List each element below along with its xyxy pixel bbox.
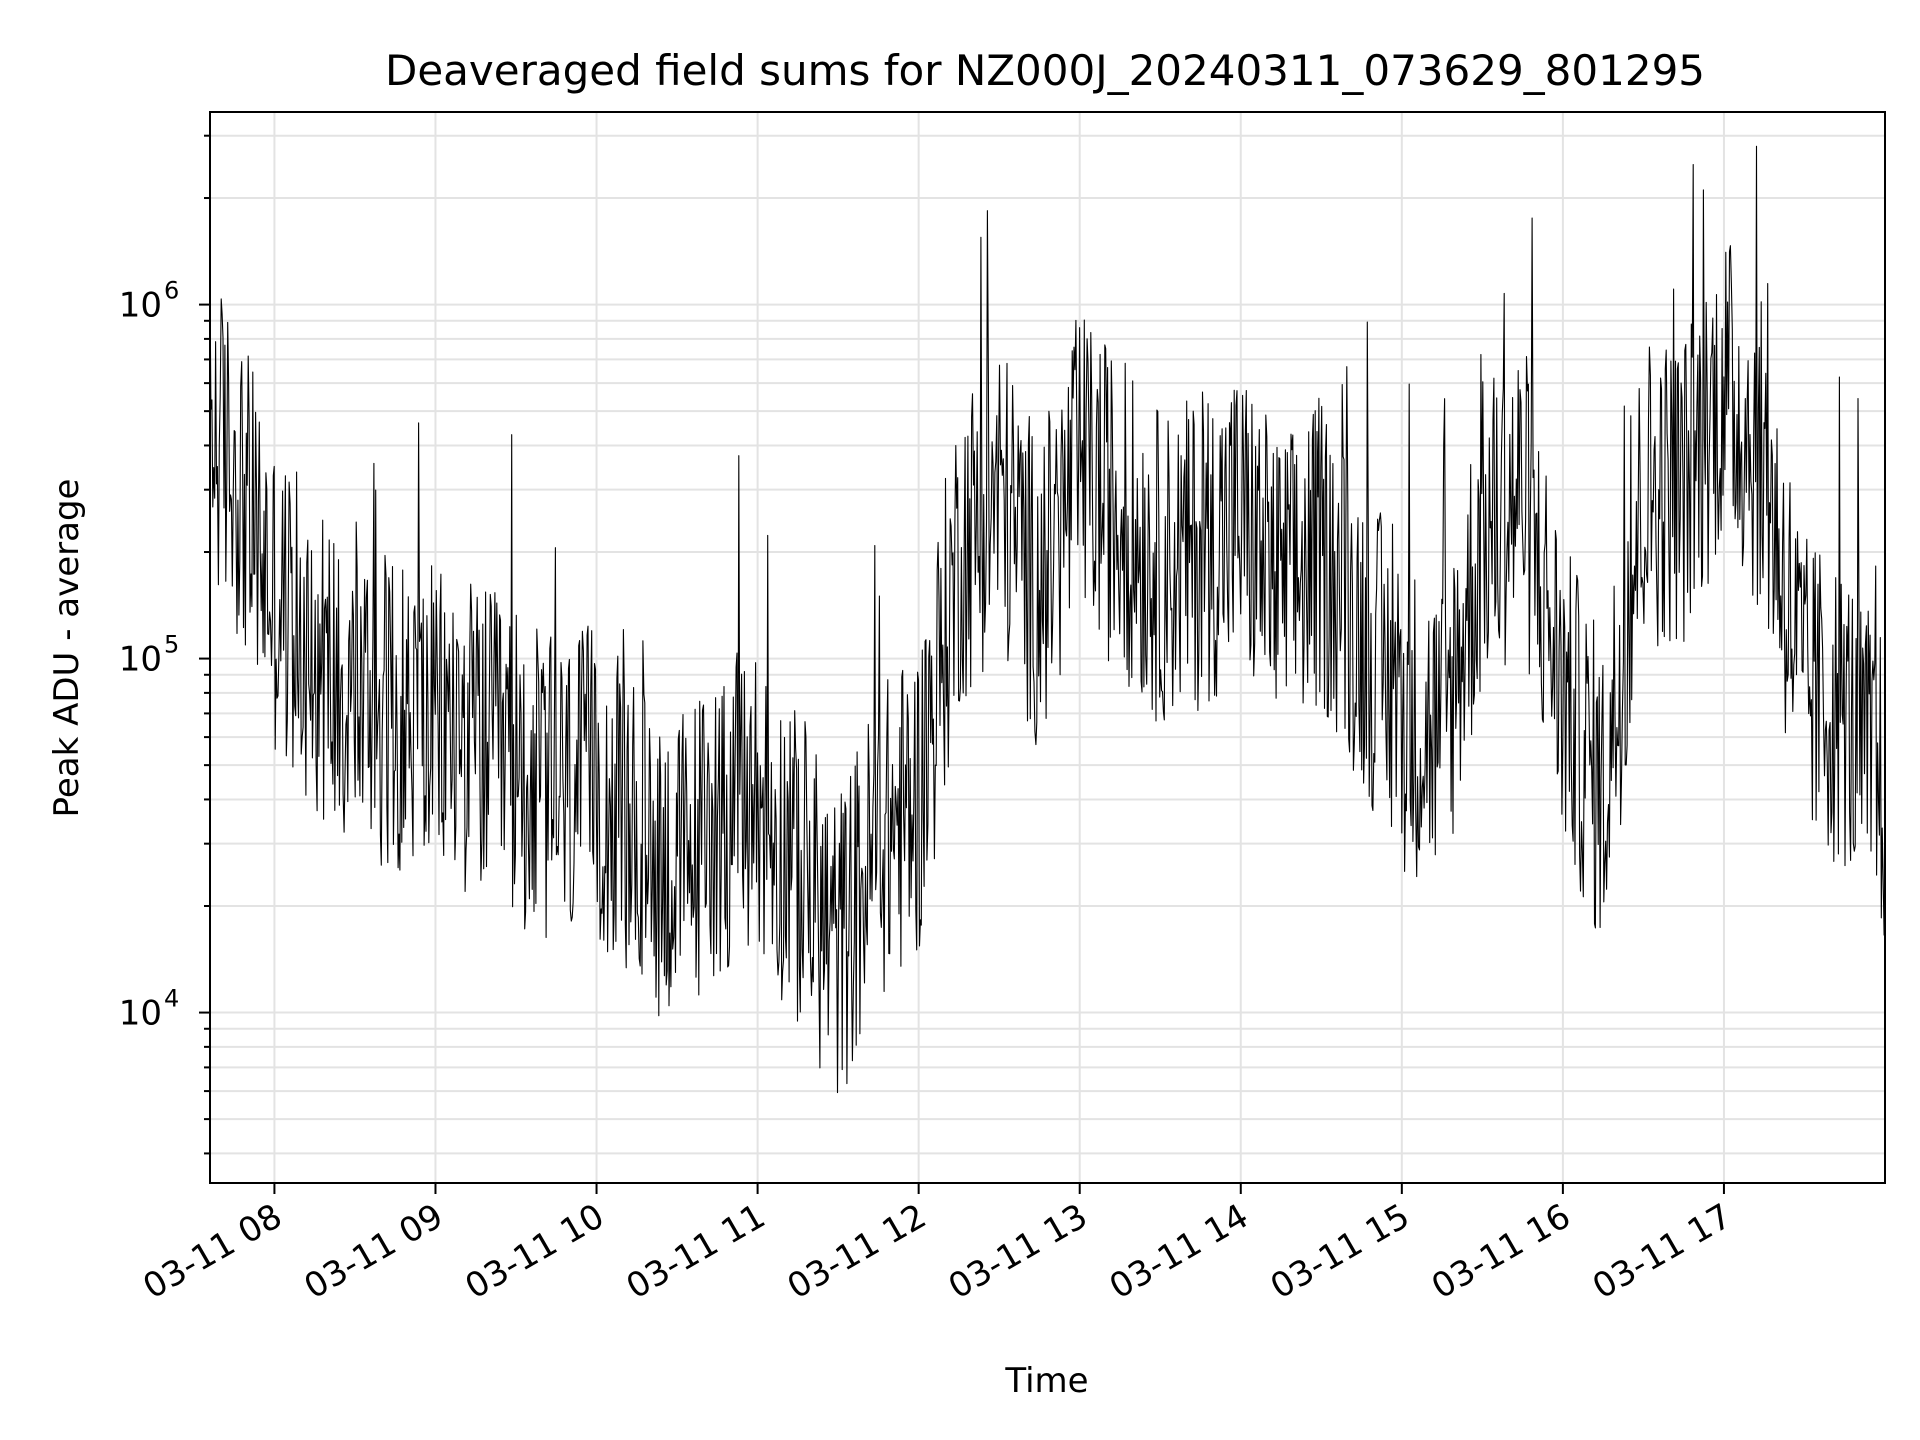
y-axis-label: Peak ADU - average [47,479,87,818]
x-tick-label: 03-11 08 [137,1196,289,1307]
y-tick-label-exponent: 6 [164,277,179,305]
y-tick-label-exponent: 5 [164,631,179,659]
x-tick-label: 03-11 12 [781,1196,933,1307]
x-tick-label: 03-11 13 [942,1196,1094,1307]
y-tick-label-exponent: 4 [164,985,179,1013]
series-group [209,145,1886,1094]
x-tick-label: 03-11 09 [298,1196,450,1307]
x-axis-label: Time [1004,1361,1088,1401]
x-tick-label: 03-11 10 [459,1196,611,1307]
chart-title: Deaveraged field sums for NZ000J_2024031… [385,46,1705,95]
x-tick-label: 03-11 14 [1103,1196,1255,1307]
y-tick-label: 10 [119,286,162,326]
x-tick-label: 03-11 17 [1586,1196,1738,1307]
x-tick-label: 03-11 15 [1264,1196,1416,1307]
plot-frame [209,111,1886,1184]
y-tick-label: 10 [119,994,162,1034]
series-line [209,145,1886,1094]
y-tick-label: 10 [119,640,162,680]
x-tick-label: 03-11 11 [620,1196,772,1307]
x-tick-label: 03-11 16 [1425,1196,1577,1307]
x-axis: 03-11 08 03-11 09 03-11 10 03-11 11 03-11 12… [137,1183,1738,1307]
